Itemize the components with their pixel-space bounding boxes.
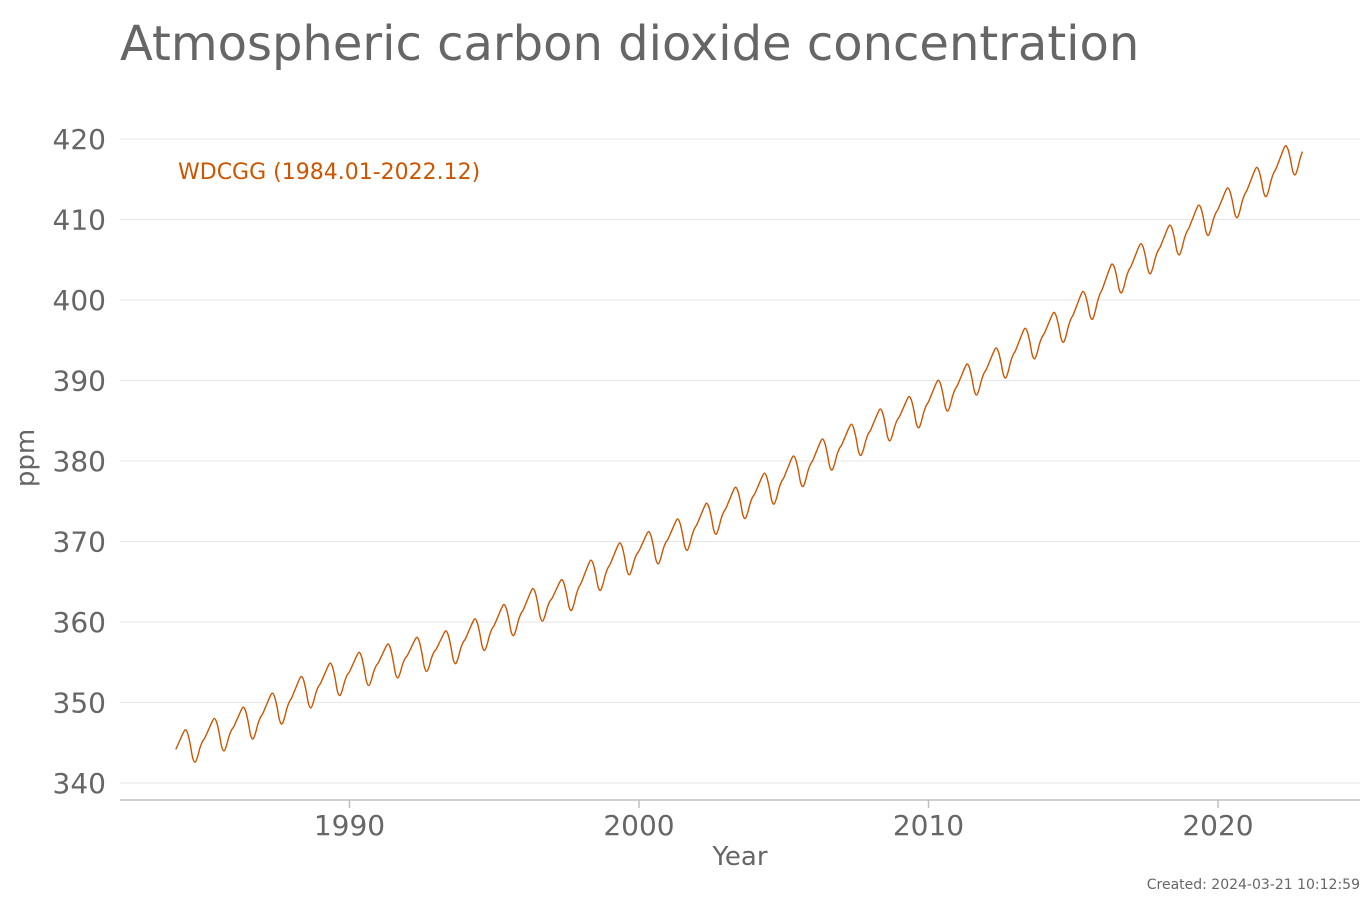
series-group (175, 145, 1304, 763)
y-tick-label-400: 400 (53, 284, 106, 317)
y-tick-label-360: 360 (53, 606, 106, 639)
series-label: WDCGG (1984.01-2022.12) (178, 160, 480, 185)
y-tick-label-350: 350 (53, 687, 106, 720)
y-tick-label-340: 340 (53, 767, 106, 800)
gridlines (120, 138, 1360, 784)
series-line-wdcgg (175, 145, 1304, 763)
y-tick-label-380: 380 (53, 445, 106, 478)
created-timestamp: Created: 2024-03-21 10:12:59 (1147, 877, 1360, 893)
x-axis-label: Year (711, 842, 767, 872)
chart-title: Atmospheric carbon dioxide concentration (120, 16, 1139, 72)
x-tick-label-1990: 1990 (314, 809, 385, 842)
y-tick-label-370: 370 (53, 526, 106, 559)
x-axis: 1990 2000 2010 2020 (120, 799, 1360, 842)
y-axis-ticks: 340 350 360 370 380 390 400 410 420 (53, 123, 106, 800)
y-axis-label: ppm (11, 429, 41, 487)
x-tick-label-2000: 2000 (603, 809, 674, 842)
x-tick-label-2020: 2020 (1182, 809, 1253, 842)
y-tick-label-420: 420 (53, 123, 106, 156)
y-tick-label-410: 410 (53, 204, 106, 237)
x-tick-label-2010: 2010 (893, 809, 964, 842)
y-tick-label-390: 390 (53, 365, 106, 398)
